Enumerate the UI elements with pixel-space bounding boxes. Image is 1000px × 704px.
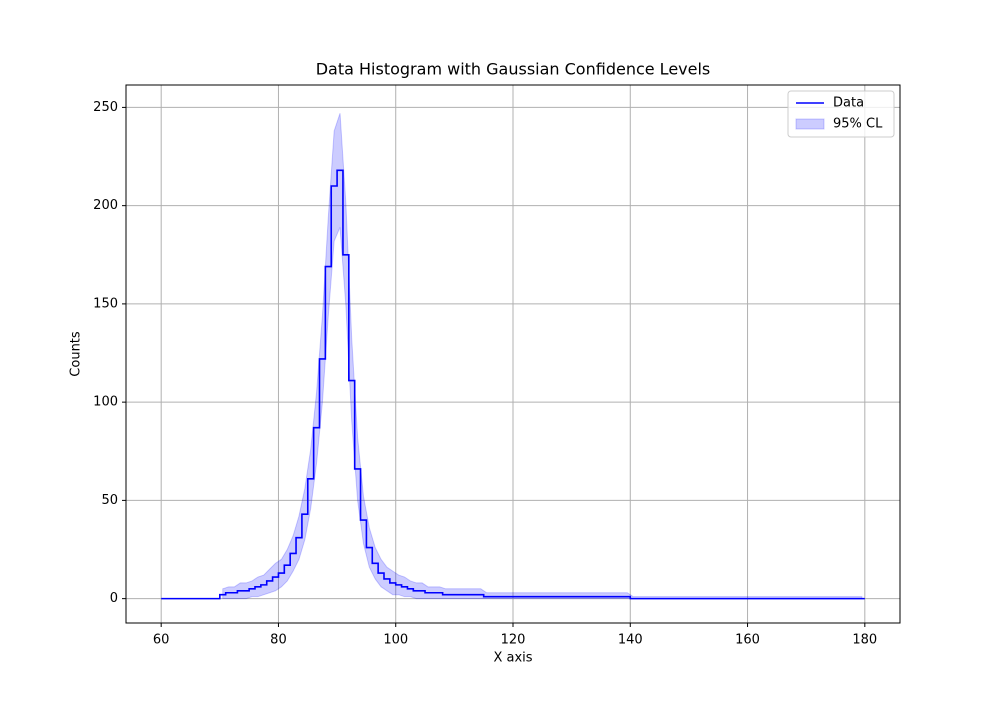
x-tick-label: 60 (153, 633, 170, 648)
x-tick-label: 120 (501, 633, 526, 648)
plot-frame (125, 84, 901, 624)
y-axis-label: Counts (69, 331, 84, 377)
x-tick-label: 140 (618, 633, 643, 648)
x-axis-label: X axis (493, 651, 532, 666)
grid (126, 85, 900, 623)
y-tick-label: 0 (110, 591, 118, 606)
chart-title: Data Histogram with Gaussian Confidence … (316, 60, 711, 79)
y-tick-label: 50 (101, 493, 118, 508)
legend-label: 95% CL (833, 117, 883, 132)
y-tick-label: 200 (93, 198, 118, 213)
y-tick-label: 150 (93, 296, 118, 311)
y-tick-label: 100 (93, 395, 118, 410)
legend-label: Data (833, 96, 864, 111)
x-tick-label: 80 (270, 633, 287, 648)
x-tick-label: 180 (852, 633, 877, 648)
x-tick-label: 160 (735, 633, 760, 648)
histogram-step (161, 169, 865, 600)
x-tick-label: 100 (383, 633, 408, 648)
confidence-band (222, 113, 863, 600)
legend-swatch (795, 118, 825, 130)
y-tick-label: 250 (93, 100, 118, 115)
